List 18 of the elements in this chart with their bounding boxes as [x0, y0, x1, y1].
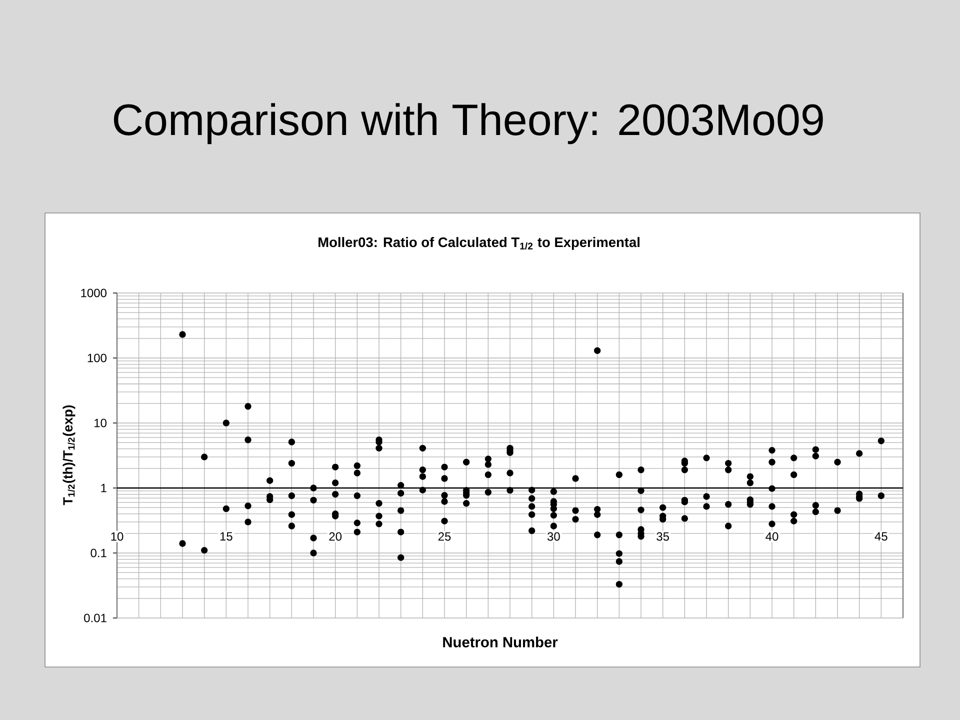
x-tick-label: 45 [874, 532, 888, 541]
y-tick-label: 1 [101, 484, 106, 492]
x-tick-label: 30 [547, 532, 560, 541]
y-tick-label: 1000 [81, 288, 106, 298]
y-tick-label: 0.01 [84, 614, 106, 622]
y-tick-label: 100 [88, 354, 106, 362]
x-tick-label: 40 [766, 532, 778, 541]
y-tick-label: 10 [94, 418, 106, 428]
y-tick-label: 0.1 [90, 548, 106, 558]
x-tick-label: 15 [220, 532, 232, 541]
x-tick-label: 20 [329, 532, 342, 541]
x-axis-title: Nuetron Number [443, 636, 558, 648]
y-axis-title: T$_{1/2}$(th)/T$_{1/2}$(exp) [62, 405, 76, 506]
x-tick-label: 10 [111, 532, 124, 541]
chart-title: Comparison with Theory: 2003Mo09 [114, 103, 823, 144]
chart-subtitle: Moller03: Ratio of Calculated T$_{1/2}$ to Experimental [318, 237, 640, 250]
x-tick-label: 25 [438, 532, 451, 541]
x-tick-label: 35 [656, 532, 670, 541]
